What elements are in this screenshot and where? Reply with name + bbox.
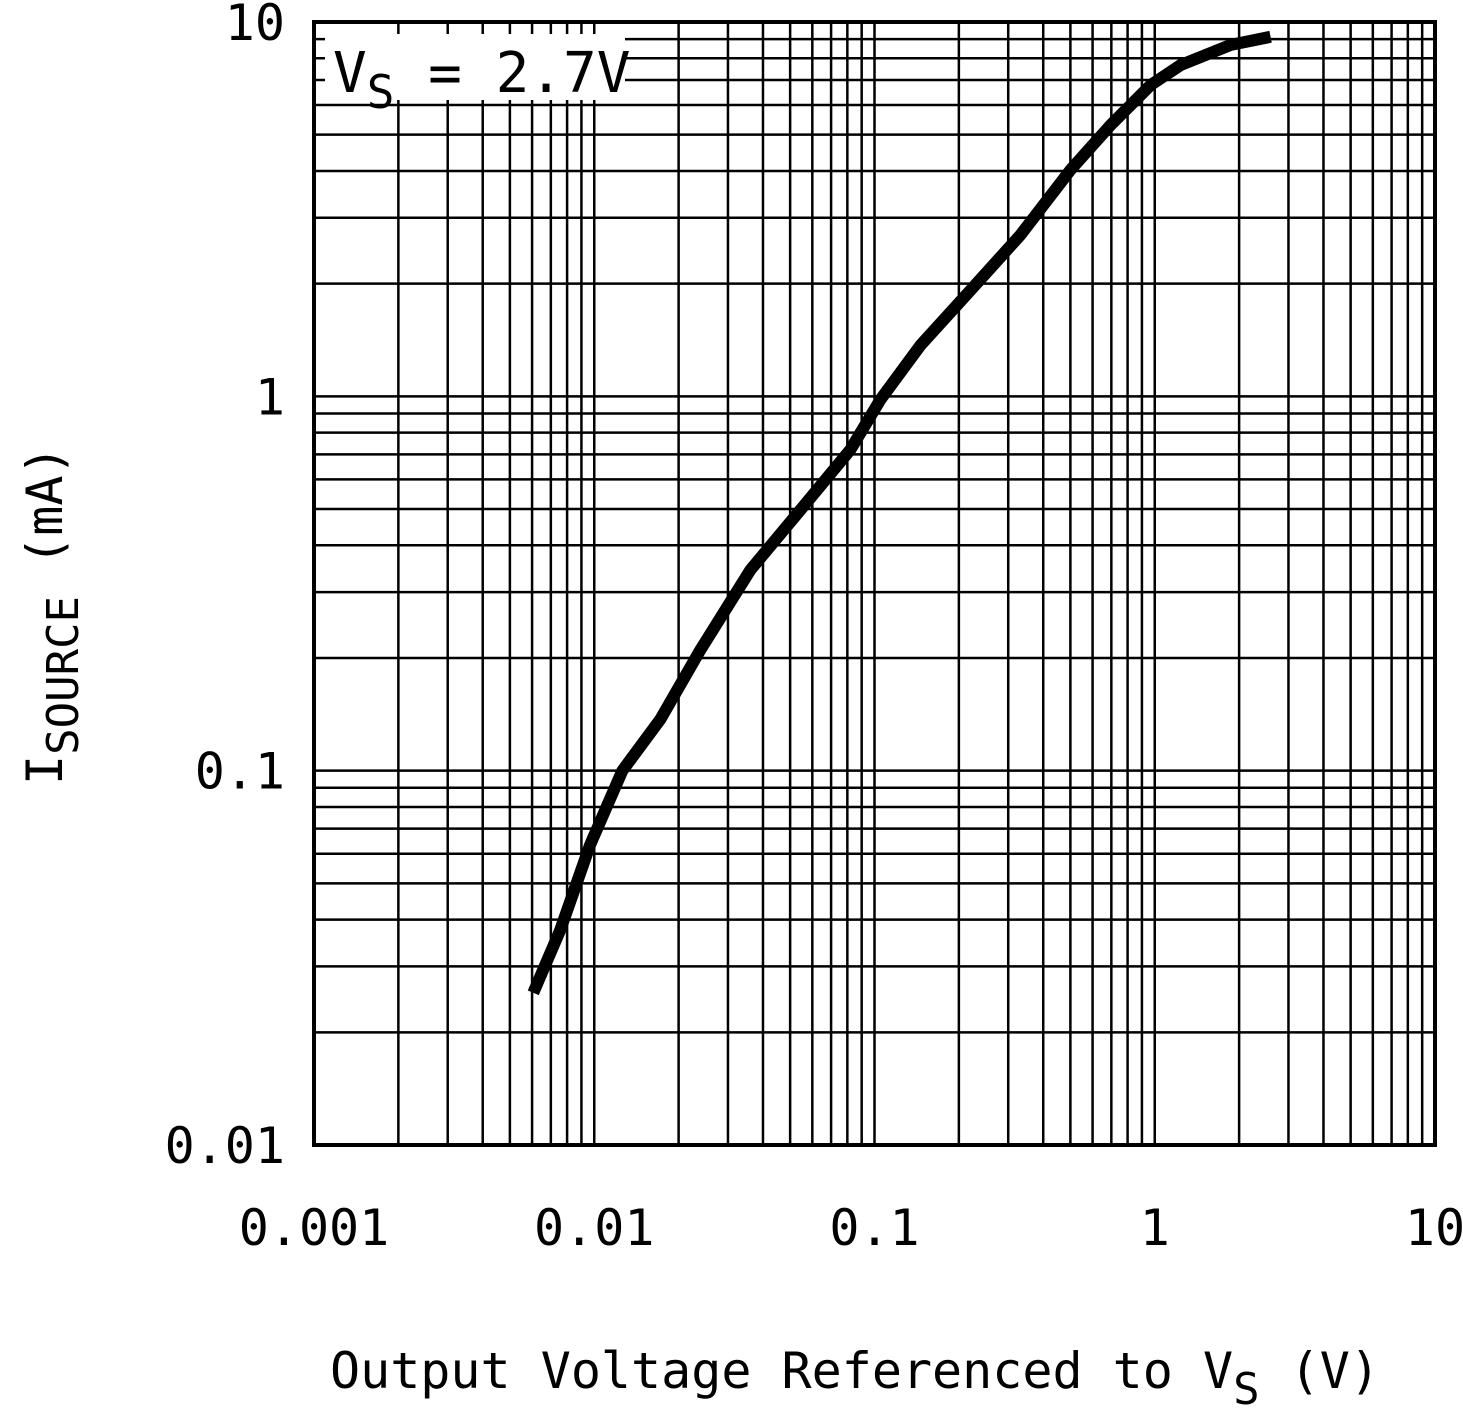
y-label-subscript: SOURCE [38, 596, 89, 755]
x-label-text: (V) [1260, 1342, 1380, 1400]
x-tick-label: 1 [1140, 1199, 1170, 1257]
annotation-text: = 2.7V [394, 41, 630, 106]
y-tick-label: 0.01 [165, 1117, 285, 1175]
annotation-subscript: S [367, 65, 395, 119]
y-label-text: (mA) [16, 445, 74, 596]
plot-frame [312, 20, 1437, 1147]
y-label-text: I [16, 755, 74, 785]
annotation: VS = 2.7V [333, 41, 630, 119]
x-tick-label: 0.01 [534, 1199, 654, 1257]
data-line [527, 30, 1272, 996]
y-tick-label: 0.1 [195, 743, 285, 801]
annotation-box [325, 34, 625, 100]
annotation-text: V [333, 41, 367, 106]
x-axis-label: Output Voltage Referenced to VS (V) [330, 1342, 1380, 1415]
y-tick-label: 10 [225, 0, 285, 52]
x-tick-label: 0.001 [239, 1199, 390, 1257]
x-label-subscript: S [1233, 1364, 1260, 1415]
y-axis-label: ISOURCE (mA) [16, 445, 89, 785]
x-tick-label: 10 [1405, 1199, 1463, 1257]
y-tick-label: 1 [255, 368, 285, 426]
x-tick-label: 0.1 [829, 1199, 919, 1257]
data-layer [527, 30, 1272, 996]
x-label-text: Output Voltage Referenced to V [330, 1342, 1233, 1400]
